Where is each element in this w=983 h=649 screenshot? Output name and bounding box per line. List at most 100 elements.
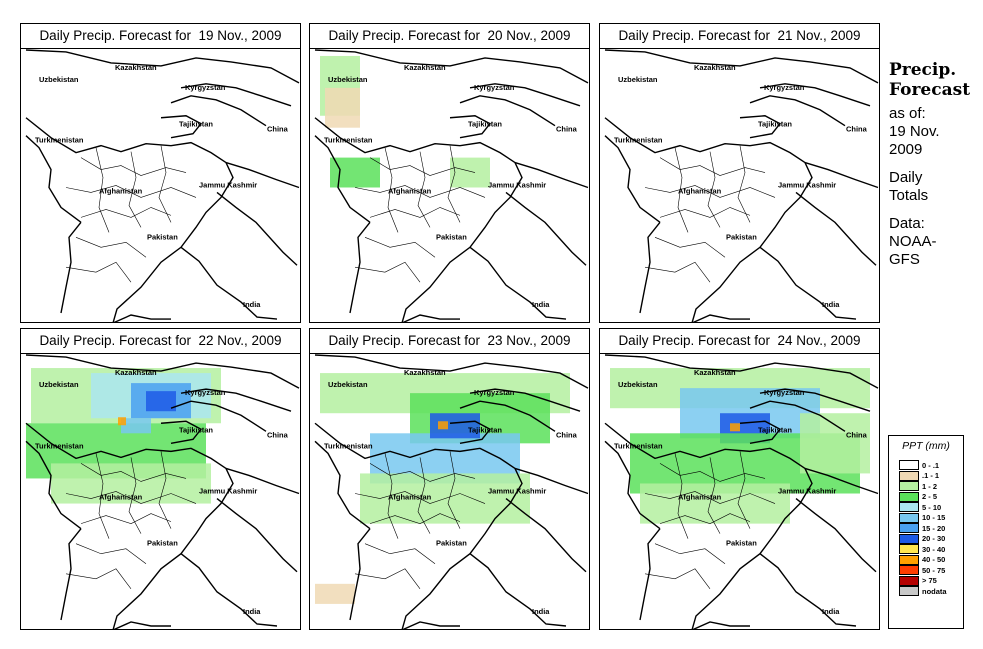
country-border — [692, 314, 750, 322]
province-boundary — [65, 185, 197, 198]
legend-swatch — [899, 533, 919, 544]
province-boundary — [354, 568, 421, 590]
country-border — [349, 528, 371, 621]
panel-title: Daily Precip. Forecast for 20 Nov., 2009 — [310, 24, 589, 49]
country-border — [216, 191, 298, 266]
map-canvas: Kazakhstan Uzbekistan Kyrgyzstan Tajikistan… — [314, 354, 589, 629]
legend-label: .1 - 1 — [922, 471, 940, 481]
country-border — [604, 135, 661, 223]
province-boundary — [80, 513, 172, 524]
panel-title: Daily Precip. Forecast for 19 Nov., 2009 — [21, 24, 300, 49]
country-border — [25, 440, 82, 530]
country-border — [25, 117, 227, 164]
country-border — [170, 400, 267, 432]
precip-map: Kazakhstan Uzbekistan Kyrgyzstan Tajikistan… — [310, 353, 589, 629]
legend-row: nodata — [899, 586, 963, 597]
legend-label: > 75 — [922, 576, 937, 586]
map-label-china: China — [556, 430, 578, 439]
province-boundary — [659, 463, 766, 482]
map-label-kyrgyzstan: Kyrgyzstan — [185, 388, 226, 397]
data-line-3: GFS — [889, 251, 920, 268]
country-border — [180, 388, 292, 412]
legend-swatch — [899, 481, 919, 492]
heading-line-1: Precip. — [889, 60, 957, 80]
map-label-uzbekistan: Uzbekistan — [328, 75, 368, 84]
precip-area — [730, 423, 740, 432]
legend-row: .1 - 1 — [899, 470, 963, 482]
province-boundary — [80, 207, 172, 218]
map-label-turkmenistan: Turkmenistan — [614, 136, 663, 145]
country-border — [314, 440, 371, 530]
date-line-1: 19 Nov. — [889, 123, 940, 140]
map-canvas: Kazakhstan Uzbekistan Kyrgyzstan Tajikistan… — [25, 354, 300, 629]
province-boundary — [65, 568, 132, 590]
country-border — [314, 354, 589, 389]
country-border — [505, 191, 587, 266]
province-boundary — [644, 185, 776, 198]
legend-label: 20 - 30 — [922, 534, 946, 544]
province-boundary — [95, 453, 110, 539]
country-border — [469, 553, 567, 627]
panel-title: Daily Precip. Forecast for 21 Nov., 2009 — [600, 24, 879, 49]
province-boundary — [644, 261, 711, 283]
map-label-afghanistan: Afghanistan — [388, 493, 432, 502]
map-label-uzbekistan: Uzbekistan — [618, 380, 658, 389]
as-of-label: as of: — [889, 105, 926, 122]
legend-row: 0 - .1 — [899, 460, 963, 471]
precip-area — [121, 418, 151, 434]
map-label-uzbekistan: Uzbekistan — [328, 380, 368, 389]
panel-title: Daily Precip. Forecast for 22 Nov., 2009 — [21, 329, 300, 354]
map-panel-23-nov: Daily Precip. Forecast for 23 Nov., 2009… — [309, 328, 590, 630]
legend-swatch — [899, 491, 919, 502]
country-border — [749, 95, 846, 127]
province-boundary — [354, 185, 486, 198]
province-boundary — [369, 513, 461, 524]
province-boundary — [354, 261, 421, 283]
country-border — [692, 621, 750, 629]
map-label-india: India — [243, 607, 261, 616]
legend-swatch — [899, 554, 919, 565]
country-border — [314, 135, 371, 223]
country-border — [60, 528, 82, 621]
map-panel-21-nov: Daily Precip. Forecast for 21 Nov., 2009… — [599, 23, 880, 323]
province-boundary — [644, 491, 776, 504]
legend-row: 20 - 30 — [899, 533, 963, 545]
precip-map: Kazakhstan Uzbekistan Kyrgyzstan Tajikistan… — [310, 48, 589, 322]
legend-label: 10 - 15 — [922, 513, 946, 523]
legend-swatch — [899, 523, 919, 534]
province-boundary — [369, 207, 461, 218]
country-border — [604, 422, 806, 470]
legend-row: 40 - 50 — [899, 554, 963, 566]
map-canvas: Kazakhstan Uzbekistan Kyrgyzstan Tajikistan… — [314, 49, 589, 322]
province-boundary — [447, 451, 461, 529]
map-label-jammu-kashmir: Jammu Kashmir — [199, 486, 257, 495]
map-label-pakistan: Pakistan — [147, 232, 178, 241]
precip-area — [450, 157, 490, 188]
province-boundary — [158, 451, 172, 529]
legend-swatch — [899, 512, 919, 523]
map-label-tajikistan: Tajikistan — [179, 425, 213, 434]
legend-swatch — [899, 460, 919, 471]
legend-swatch — [899, 575, 919, 586]
country-border — [691, 162, 813, 322]
precip-area — [330, 157, 380, 188]
legend-label: 15 - 20 — [922, 523, 946, 533]
country-border — [314, 422, 516, 470]
country-border — [225, 161, 300, 189]
province-boundary — [65, 491, 197, 504]
panel-title: Daily Precip. Forecast for 24 Nov., 2009 — [600, 329, 879, 354]
map-label-jammu-kashmir: Jammu Kashmir — [778, 181, 836, 190]
province-boundary — [447, 145, 461, 223]
country-border — [160, 115, 203, 139]
country-border — [113, 314, 171, 322]
country-border — [349, 221, 371, 314]
map-label-tajikistan: Tajikistan — [468, 425, 502, 434]
map-label-kazakhstan: Kazakhstan — [694, 368, 736, 377]
map-label-jammu-kashmir: Jammu Kashmir — [199, 181, 257, 190]
map-label-tajikistan: Tajikistan — [179, 120, 213, 129]
map-label-china: China — [267, 125, 289, 134]
country-border — [459, 400, 556, 432]
legend-label: nodata — [922, 586, 947, 596]
country-border — [469, 83, 581, 107]
